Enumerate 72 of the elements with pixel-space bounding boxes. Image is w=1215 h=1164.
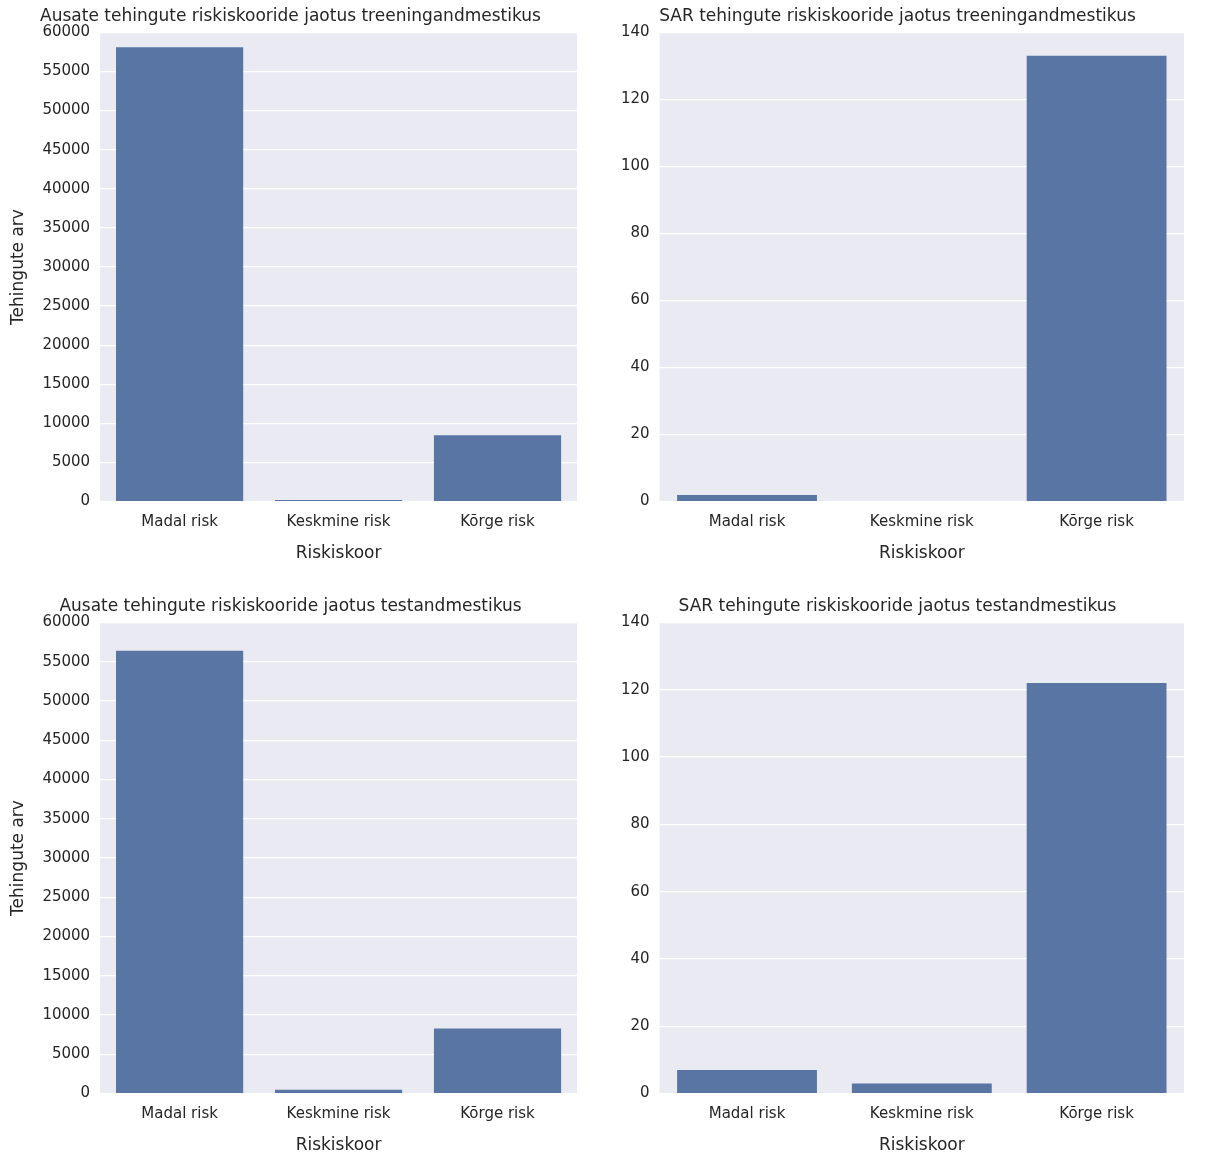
bar (1026, 682, 1167, 1093)
y-tick-label: 55000 (42, 651, 91, 670)
y-tick-label: 40 (630, 948, 650, 967)
y-tick-label: 25000 (42, 887, 91, 906)
y-tick-label: 100 (620, 746, 650, 765)
x-axis-title: Riskiskoor (295, 1134, 382, 1155)
x-tick-label: Madal risk (141, 1104, 219, 1123)
bar (677, 1070, 817, 1093)
y-tick-label: 0 (80, 491, 91, 510)
x-tick-label: Kõrge risk (460, 512, 536, 531)
x-tick-label: Kõrge risk (1059, 1104, 1135, 1123)
bar (116, 47, 244, 501)
y-tick-label: 140 (620, 612, 650, 631)
y-tick-label: 5000 (51, 1044, 91, 1063)
bar (433, 435, 562, 501)
bar (851, 1083, 992, 1093)
y-axis-title: Tehingute arv (6, 209, 27, 326)
y-tick-label: 15000 (42, 965, 91, 984)
y-tick-label: 30000 (42, 256, 91, 275)
y-tick-label: 20 (630, 424, 650, 443)
y-tick-label: 10000 (42, 1004, 91, 1023)
y-tick-label: 35000 (42, 808, 91, 827)
y-tick-label: 120 (620, 679, 650, 698)
y-axis-title: Tehingute arv (6, 800, 27, 917)
chart-title: SAR tehingute riskiskooride jaotus testandmestikus (678, 594, 1117, 615)
y-tick-label: 20 (630, 1016, 650, 1035)
y-tick-label: 80 (630, 223, 650, 242)
y-tick-label: 10000 (42, 413, 91, 432)
y-tick-label: 45000 (42, 730, 91, 749)
y-tick-label: 55000 (42, 61, 91, 80)
y-tick-label: 40 (630, 357, 650, 376)
bar (274, 1089, 403, 1093)
y-tick-label: 60 (630, 290, 650, 309)
x-tick-label: Kõrge risk (1059, 512, 1135, 531)
x-tick-label: Madal risk (141, 512, 219, 531)
chart-title: Ausate tehingute riskiskooride jaotus testandmestikus (59, 594, 522, 615)
x-tick-label: Keskmine risk (869, 512, 975, 531)
y-tick-label: 20000 (42, 335, 91, 354)
x-tick-label: Kõrge risk (460, 1104, 536, 1123)
y-tick-label: 0 (640, 491, 650, 510)
x-axis-title: Riskiskoor (878, 542, 965, 563)
y-tick-label: 50000 (42, 100, 91, 119)
y-tick-label: 40000 (42, 769, 91, 788)
y-tick-label: 120 (620, 89, 650, 108)
chart-title: Ausate tehingute riskiskooride jaotus treeningandmestikus (40, 4, 542, 25)
y-tick-label: 0 (640, 1083, 650, 1102)
y-tick-label: 0 (80, 1083, 91, 1102)
y-tick-label: 60 (630, 881, 650, 900)
y-tick-label: 30000 (42, 847, 91, 866)
y-tick-label: 20000 (42, 926, 91, 945)
y-tick-label: 25000 (42, 295, 91, 314)
y-tick-label: 60000 (42, 612, 91, 631)
y-tick-label: 50000 (42, 690, 91, 709)
x-tick-label: Keskmine risk (286, 1104, 391, 1123)
x-axis-title: Riskiskoor (295, 542, 382, 563)
x-tick-label: Madal risk (708, 1104, 786, 1123)
y-tick-label: 5000 (51, 452, 91, 471)
x-axis-title: Riskiskoor (878, 1134, 965, 1155)
y-tick-label: 15000 (42, 374, 91, 393)
x-tick-label: Madal risk (708, 512, 786, 531)
bar (116, 650, 244, 1093)
y-tick-label: 45000 (42, 139, 91, 158)
bar (433, 1028, 562, 1093)
y-tick-label: 40000 (42, 178, 91, 197)
y-tick-label: 35000 (42, 217, 91, 236)
y-tick-label: 80 (630, 814, 650, 833)
chart-title: SAR tehingute riskiskooride jaotus treeningandmestikus (659, 4, 1136, 25)
x-tick-label: Keskmine risk (869, 1104, 975, 1123)
x-tick-label: Keskmine risk (286, 512, 391, 531)
y-tick-label: 100 (620, 156, 650, 175)
y-tick-label: 60000 (42, 22, 91, 41)
y-tick-label: 140 (620, 22, 650, 41)
